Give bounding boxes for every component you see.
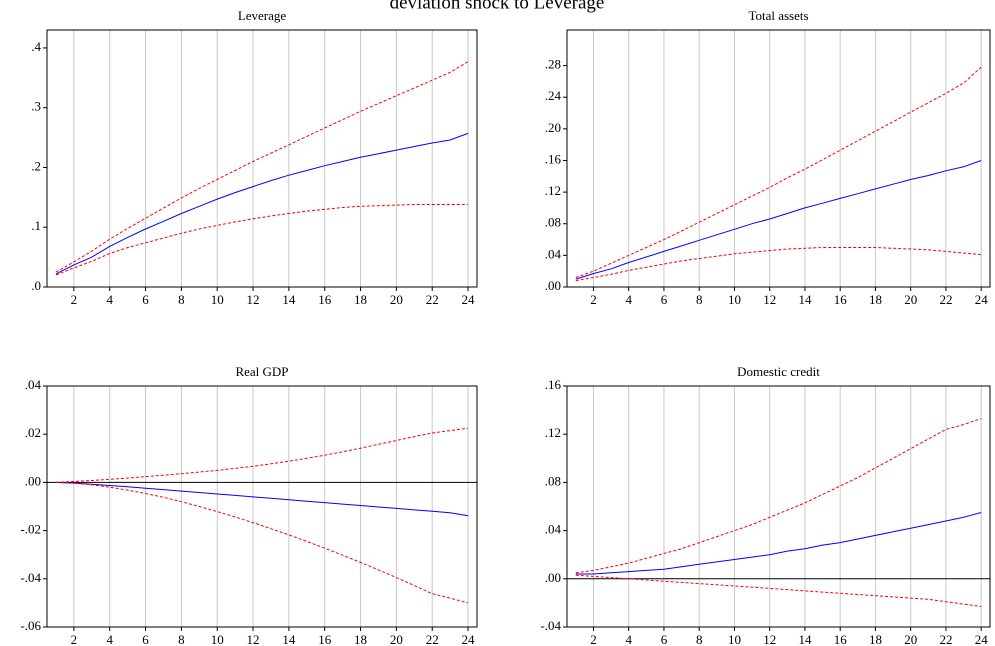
y-tick-label: .12: [545, 425, 561, 440]
x-tick-label: 2: [71, 292, 78, 307]
x-tick-label: 6: [142, 632, 149, 646]
x-tick-label: 14: [798, 292, 812, 307]
x-tick-label: 8: [696, 632, 703, 646]
series-line: [55, 427, 469, 483]
x-tick-label: 14: [282, 292, 296, 307]
x-tick-label: 10: [211, 632, 224, 646]
x-tick-label: 18: [869, 632, 882, 646]
x-tick-label: 2: [590, 632, 597, 646]
x-tick-label: 18: [869, 292, 882, 307]
y-tick-label: .08: [545, 215, 561, 230]
panel-title: Total assets: [748, 8, 808, 23]
figure-title: deviation shock to Leverage: [390, 0, 605, 13]
x-tick-label: 6: [142, 292, 149, 307]
y-tick-label: .08: [545, 473, 561, 488]
series-line: [55, 481, 469, 604]
x-tick-label: 8: [178, 632, 185, 646]
y-tick-label: .16: [545, 377, 562, 392]
x-tick-label: 20: [904, 292, 917, 307]
x-tick-label: 16: [834, 292, 848, 307]
x-tick-label: 20: [390, 292, 403, 307]
series-line: [575, 512, 982, 575]
x-tick-label: 4: [106, 632, 113, 646]
panel-title: Domestic credit: [737, 364, 820, 379]
x-tick-label: 10: [211, 292, 224, 307]
series-line: [55, 132, 469, 275]
x-tick-label: 2: [590, 292, 597, 307]
x-tick-label: 14: [798, 632, 812, 646]
x-tick-label: 4: [625, 292, 632, 307]
y-tick-label: .12: [545, 183, 561, 198]
y-tick-label: .00: [25, 473, 41, 488]
y-tick-label: .20: [545, 120, 561, 135]
y-tick-label: .04: [25, 377, 42, 392]
plot-frame: [46, 29, 478, 288]
x-tick-label: 10: [728, 632, 741, 646]
x-tick-label: 22: [426, 292, 439, 307]
y-tick-label: -.02: [20, 522, 41, 537]
y-tick-label: .16: [545, 151, 562, 166]
y-tick-label: .1: [31, 218, 41, 233]
series-line: [575, 418, 982, 574]
plot-frame: [566, 385, 991, 628]
y-tick-label: .4: [31, 39, 41, 54]
series-line: [575, 66, 982, 278]
y-tick-label: -.06: [20, 618, 41, 633]
plot-frame: [566, 29, 991, 288]
series-line: [55, 61, 469, 273]
y-tick-label: .3: [31, 99, 41, 114]
panel-title: Leverage: [238, 8, 287, 23]
series-line: [575, 574, 982, 607]
x-tick-label: 10: [728, 292, 741, 307]
x-tick-label: 12: [763, 632, 776, 646]
y-tick-label: -.04: [540, 618, 561, 633]
x-tick-label: 18: [354, 632, 367, 646]
x-tick-label: 12: [247, 292, 260, 307]
y-tick-label: .04: [545, 246, 562, 261]
x-tick-label: 4: [106, 292, 113, 307]
plot-frame: [46, 385, 478, 628]
x-tick-label: 18: [354, 292, 367, 307]
x-tick-label: 24: [462, 632, 476, 646]
x-tick-label: 22: [939, 632, 952, 646]
x-tick-label: 6: [661, 292, 668, 307]
x-tick-label: 22: [426, 632, 439, 646]
y-tick-label: .00: [545, 278, 561, 293]
x-tick-label: 12: [247, 632, 260, 646]
x-tick-label: 4: [625, 632, 632, 646]
x-tick-label: 24: [462, 292, 476, 307]
y-tick-label: .0: [31, 278, 41, 293]
x-tick-label: 22: [939, 292, 952, 307]
x-tick-label: 2: [71, 632, 78, 646]
series-line: [575, 160, 982, 280]
x-tick-label: 14: [282, 632, 296, 646]
x-tick-label: 8: [696, 292, 703, 307]
panel-title: Real GDP: [235, 364, 288, 379]
x-tick-label: 16: [318, 292, 332, 307]
x-tick-label: 24: [975, 632, 989, 646]
y-tick-label: .28: [545, 57, 561, 72]
x-tick-label: 16: [834, 632, 848, 646]
x-tick-label: 16: [318, 632, 332, 646]
y-tick-label: .00: [545, 570, 561, 585]
x-tick-label: 12: [763, 292, 776, 307]
y-tick-label: .24: [545, 88, 562, 103]
y-tick-label: .04: [545, 522, 562, 537]
y-tick-label: .2: [31, 158, 41, 173]
series-line: [55, 481, 469, 517]
series-line: [55, 204, 468, 276]
x-tick-label: 24: [975, 292, 989, 307]
series-line: [575, 247, 982, 282]
y-tick-label: .02: [25, 425, 41, 440]
x-tick-label: 20: [904, 632, 917, 646]
x-tick-label: 20: [390, 632, 403, 646]
x-tick-label: 8: [178, 292, 185, 307]
x-tick-label: 6: [661, 632, 668, 646]
y-tick-label: -.04: [20, 570, 41, 585]
